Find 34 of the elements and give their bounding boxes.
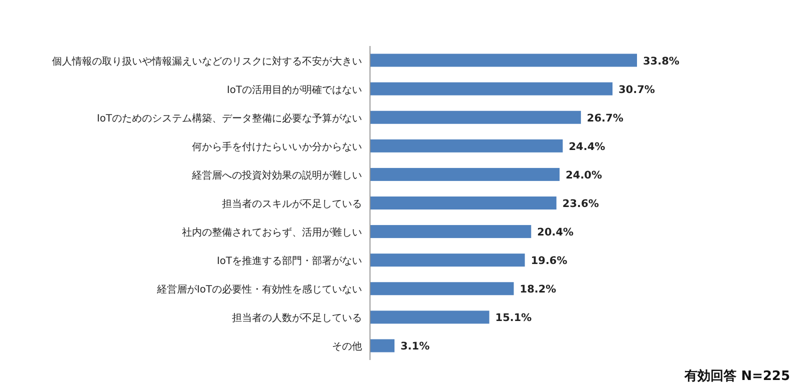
bar: [370, 310, 490, 324]
data-label: 15.1%: [495, 312, 532, 324]
y-tick-label: 担当者の人数が不足している: [232, 312, 362, 324]
data-label: 18.2%: [520, 284, 557, 296]
bar: [370, 139, 563, 152]
bar: [370, 196, 556, 210]
data-label: 33.8%: [643, 55, 680, 68]
y-tick-label: IoTの活用目的が明確ではない: [226, 84, 362, 96]
y-tick-label: 個人情報の取り扱いや情報漏えいなどのリスクに対する不安が大きい: [52, 55, 362, 68]
y-tick-label: IoTを推進する部門・部署がない: [216, 255, 362, 268]
bar: [370, 82, 613, 96]
data-label: 26.7%: [586, 112, 624, 124]
y-tick-label: 社内の整備されておらず、活用が難しい: [182, 226, 362, 239]
data-label: 20.4%: [537, 226, 574, 239]
y-tick-label: 担当者のスキルが不足している: [222, 198, 362, 210]
data-label: 24.0%: [566, 169, 602, 182]
bar: [370, 225, 532, 238]
y-tick-label: 何から手を付けたらいいか分からない: [192, 140, 362, 153]
data-label: 23.6%: [562, 198, 600, 210]
bar: [370, 110, 581, 124]
bar: [370, 282, 514, 296]
data-label: 3.1%: [400, 340, 430, 353]
y-tick-label: 経営層がIoTの必要性・有効性を感じていない: [156, 284, 362, 296]
y-tick-label: IoTのためのシステム構築、データ整備に必要な予算がない: [96, 112, 362, 124]
bar: [370, 339, 394, 352]
bar: [370, 168, 560, 181]
data-label: 19.6%: [530, 255, 568, 268]
y-tick-label: 経営層への投資対効果の説明が難しい: [191, 169, 362, 182]
bar: [370, 54, 637, 67]
text: 有効回答 N=225: [684, 368, 790, 384]
bar: [370, 254, 525, 267]
y-tick-label: その他: [332, 340, 362, 353]
data-label: 24.4%: [568, 140, 606, 153]
data-label: 30.7%: [618, 84, 656, 96]
